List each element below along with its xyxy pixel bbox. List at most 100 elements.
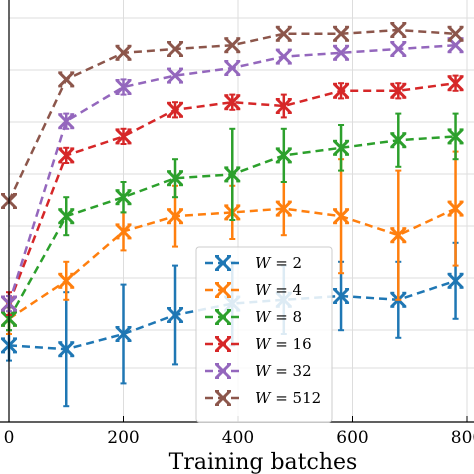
data-point — [332, 287, 350, 305]
series-line — [7, 81, 456, 305]
marker-stroke — [166, 306, 184, 324]
marker-stroke — [58, 147, 75, 164]
marker-stroke — [275, 147, 292, 164]
marker-stroke — [166, 40, 184, 58]
marker-stroke — [390, 82, 407, 99]
data-point — [115, 78, 132, 96]
legend-label-value: = 32 — [270, 362, 311, 380]
marker-stroke — [224, 59, 241, 77]
data-point — [275, 25, 292, 42]
marker-stroke — [166, 101, 184, 118]
data-point — [58, 208, 75, 225]
x-tick-label: 0 — [4, 428, 15, 448]
data-point — [115, 128, 132, 145]
marker-stroke — [115, 78, 132, 96]
legend-label-var: W — [255, 335, 272, 353]
data-point — [332, 44, 350, 61]
marker-stroke — [447, 272, 464, 289]
data-point — [224, 59, 241, 77]
marker-stroke — [332, 139, 350, 156]
data-point — [115, 223, 132, 240]
legend-label-value: = 512 — [270, 389, 321, 407]
marker-stroke — [214, 389, 232, 407]
marker-stroke — [224, 37, 241, 54]
data-point — [275, 97, 292, 115]
marker-stroke — [214, 254, 232, 272]
data-point — [275, 200, 292, 217]
legend: W = 2W = 4W = 8W = 16W = 32W = 512 — [195, 246, 333, 423]
legend-label-var: W — [255, 362, 272, 380]
data-point — [224, 37, 241, 54]
legend-label-value: = 2 — [270, 254, 302, 272]
data-point — [58, 341, 75, 358]
marker-stroke — [390, 227, 407, 244]
data-point — [332, 208, 350, 225]
data-point — [115, 189, 132, 206]
x-tick-label: 400 — [222, 428, 254, 448]
marker-stroke — [58, 71, 75, 88]
data-point — [447, 25, 464, 42]
marker-stroke — [58, 113, 75, 130]
marker-stroke — [115, 128, 132, 145]
data-point — [390, 40, 407, 58]
data-point — [58, 113, 75, 130]
series-line — [8, 207, 457, 320]
legend-label-var: W — [255, 281, 272, 299]
data-point — [447, 272, 464, 289]
marker-stroke — [275, 200, 292, 217]
data-point — [214, 389, 232, 407]
data-point — [275, 48, 292, 65]
data-point — [166, 67, 184, 84]
legend-item: W = 16 — [205, 335, 312, 353]
marker-stroke — [214, 362, 232, 380]
x-tick-label: 200 — [107, 428, 139, 448]
data-point — [214, 308, 232, 326]
legend-label-value: = 8 — [270, 308, 302, 326]
legend-label: W = 512 — [255, 389, 321, 407]
legend-item: W = 32 — [205, 362, 312, 380]
marker-stroke — [224, 166, 241, 183]
marker-stroke — [214, 335, 232, 353]
data-point — [214, 281, 232, 299]
data-point — [166, 101, 184, 118]
marker-stroke — [332, 208, 350, 225]
data-point — [390, 21, 407, 39]
data-point — [214, 362, 232, 380]
legend-label-var: W — [255, 389, 272, 407]
legend-label-value: = 4 — [270, 281, 302, 299]
data-point — [390, 82, 407, 99]
marker-stroke — [275, 25, 292, 42]
data-point — [166, 208, 184, 225]
marker-stroke — [332, 82, 350, 99]
marker-stroke — [115, 44, 132, 61]
data-point — [390, 227, 407, 244]
data-point — [58, 272, 75, 289]
legend-label: W = 8 — [255, 308, 302, 326]
x-ticks: 0 200 400 600 800 — [4, 416, 474, 448]
legend-label: W = 2 — [255, 254, 302, 272]
legend-label-var: W — [255, 254, 272, 272]
marker-stroke — [332, 44, 350, 61]
data-point — [332, 139, 350, 156]
marker-stroke — [214, 308, 232, 326]
marker-stroke — [58, 208, 75, 225]
data-point — [224, 94, 241, 111]
legend-item: W = 4 — [205, 281, 302, 299]
legend-label: W = 16 — [255, 335, 312, 353]
marker-stroke — [275, 48, 292, 65]
marker-stroke — [447, 200, 464, 217]
data-point — [214, 335, 232, 353]
marker-stroke — [224, 94, 241, 111]
marker-stroke — [58, 272, 75, 289]
marker-stroke — [275, 97, 292, 115]
x-axis-label: Training batches — [169, 450, 358, 474]
data-point — [224, 166, 241, 183]
marker-stroke — [390, 21, 407, 39]
marker-stroke — [214, 281, 232, 299]
data-point — [166, 170, 184, 187]
data-point — [115, 44, 132, 61]
data-point — [115, 325, 132, 343]
marker-stroke — [332, 287, 350, 305]
series-line — [8, 279, 456, 351]
